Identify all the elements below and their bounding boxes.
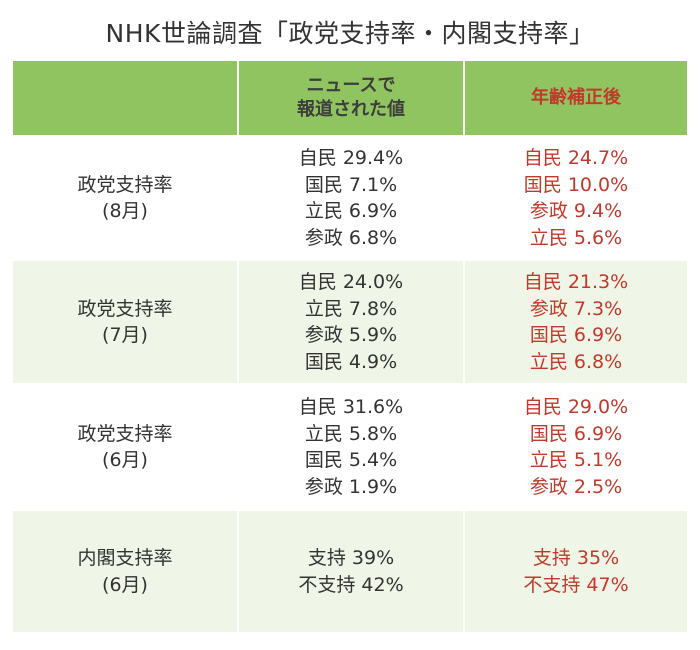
row-label-month: (8月) [102, 200, 148, 222]
adjusted-value: 支持 35% [532, 547, 620, 569]
row-label-month: (6月) [102, 573, 148, 596]
adjusted-value: 自民 24.7% [523, 147, 629, 169]
header-news-values: ニュースで 報道された値 [238, 61, 465, 137]
adjusted-value: 国民 6.9% [529, 324, 623, 346]
news-value: 立民 5.8% [304, 422, 398, 445]
row-label-title: 政党支持率 [77, 297, 173, 320]
adjusted-value: 参政 2.5% [529, 475, 623, 498]
news-value: 自民 24.0% [298, 271, 404, 293]
row-label: 内閣支持率 (6月) [13, 508, 239, 632]
row-label-title: 政党支持率 [77, 173, 173, 196]
row-label: 政党支持率 (8月) [13, 135, 239, 260]
header-adjusted-values: 年齢補正後 [464, 61, 687, 137]
adjusted-values-cell: 支持 35% 不支持 47% [464, 508, 687, 632]
poll-table: ニュースで 報道された値 年齢補正後 政党支持率 (8月) 自民 29.4% 国… [13, 61, 687, 632]
table-row: 政党支持率 (7月) 自民 24.0% 立民 7.8% 参政 5.9% 国民 4… [13, 258, 687, 385]
table-row: 政党支持率 (8月) 自民 29.4% 国民 7.1% 立民 6.9% 参政 6… [13, 135, 687, 260]
adjusted-value: 自民 29.0% [523, 396, 629, 418]
news-value: 自民 29.4% [298, 147, 404, 169]
news-values-cell: 支持 39% 不支持 42% [238, 508, 465, 632]
adjusted-value: 自民 21.3% [523, 271, 629, 293]
news-value: 国民 7.1% [304, 173, 398, 196]
row-label-month: (6月) [102, 449, 148, 471]
news-value: 国民 4.9% [304, 350, 398, 373]
table-header-row: ニュースで 報道された値 年齢補正後 [13, 61, 687, 137]
news-value: 不支持 42% [298, 573, 404, 596]
row-label-month: (7月) [102, 324, 148, 346]
adjusted-values-cell: 自民 24.7% 国民 10.0% 参政 9.4% 立民 5.6% [464, 135, 687, 260]
table-row: 内閣支持率 (6月) 支持 39% 不支持 42% 支持 35% 不支持 47% [13, 508, 687, 632]
adjusted-value: 参政 7.3% [529, 297, 623, 320]
adjusted-value: 立民 5.1% [529, 449, 623, 471]
adjusted-value: 参政 9.4% [529, 200, 623, 222]
row-label-title: 政党支持率 [77, 422, 173, 445]
adjusted-value: 国民 10.0% [523, 173, 629, 196]
adjusted-value: 立民 6.8% [529, 350, 623, 373]
header-news-line2: 報道された値 [297, 99, 405, 120]
adjusted-value: 不支持 47% [523, 573, 629, 596]
adjusted-value: 立民 5.6% [529, 226, 623, 249]
header-news-line1: ニュースで [306, 75, 396, 96]
page-title: NHK世論調査「政党支持率・内閣支持率」 [105, 19, 595, 48]
news-values-cell: 自民 24.0% 立民 7.8% 参政 5.9% 国民 4.9% [238, 258, 465, 385]
row-label-title: 内閣支持率 [77, 547, 173, 569]
news-value: 国民 5.4% [304, 449, 398, 471]
news-value: 自民 31.6% [298, 396, 404, 418]
row-label: 政党支持率 (6月) [13, 383, 239, 510]
news-value: 参政 5.9% [304, 324, 398, 346]
table-row: 政党支持率 (6月) 自民 31.6% 立民 5.8% 国民 5.4% 参政 1… [13, 383, 687, 510]
news-value: 支持 39% [307, 547, 395, 569]
adjusted-values-cell: 自民 21.3% 参政 7.3% 国民 6.9% 立民 6.8% [464, 258, 687, 385]
news-value: 参政 6.8% [304, 226, 398, 249]
news-values-cell: 自民 29.4% 国民 7.1% 立民 6.9% 参政 6.8% [238, 135, 465, 260]
adjusted-values-cell: 自民 29.0% 国民 6.9% 立民 5.1% 参政 2.5% [464, 383, 687, 510]
header-blank [13, 61, 239, 137]
news-value: 参政 1.9% [304, 475, 398, 498]
news-value: 立民 6.9% [304, 200, 398, 222]
adjusted-value: 国民 6.9% [529, 422, 623, 445]
news-values-cell: 自民 31.6% 立民 5.8% 国民 5.4% 参政 1.9% [238, 383, 465, 510]
news-value: 立民 7.8% [304, 297, 398, 320]
row-label: 政党支持率 (7月) [13, 258, 239, 385]
